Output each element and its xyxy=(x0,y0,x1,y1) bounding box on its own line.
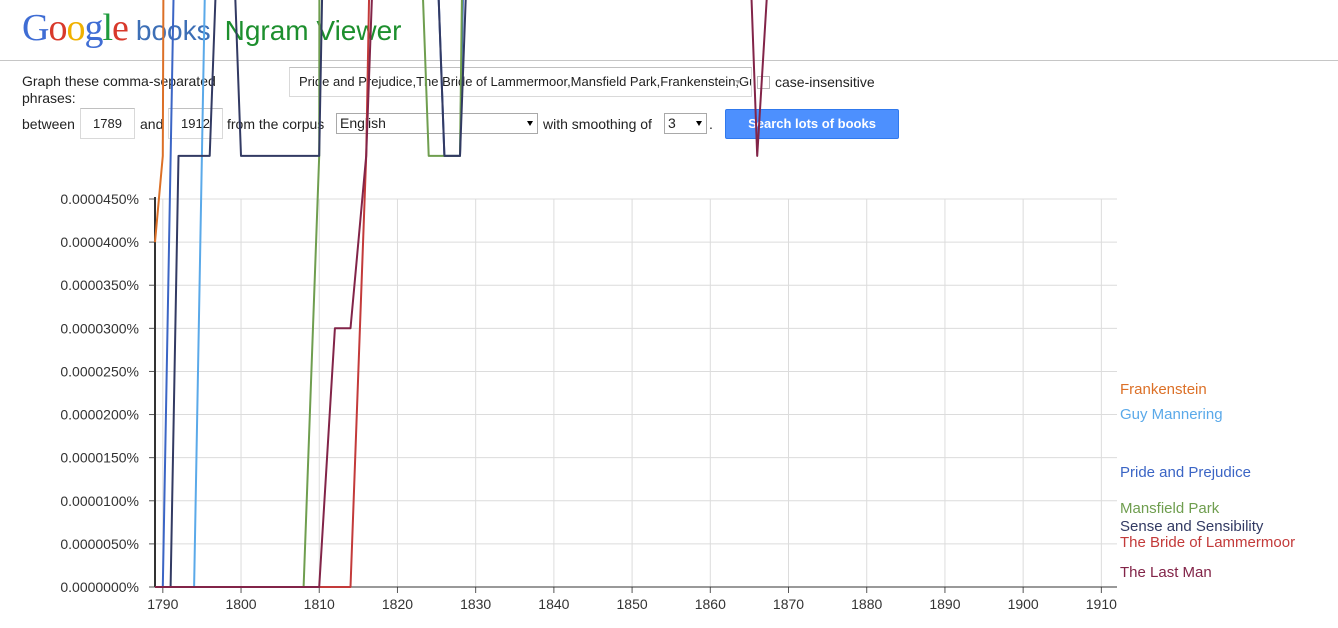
corpus-label: from the corpus xyxy=(227,116,325,132)
x-tick-label: 1810 xyxy=(304,596,335,612)
year-start-input[interactable]: 1789 xyxy=(80,108,135,139)
y-tick-label: 0.0000400% xyxy=(60,234,139,250)
phrases-input-value: Pride and Prejudice,The Bride of Lammerm… xyxy=(299,74,752,89)
logo-google-wordmark: Google xyxy=(22,6,129,50)
search-button[interactable]: Search lots of books xyxy=(725,109,899,139)
x-tick-label: 1820 xyxy=(382,596,413,612)
y-tick-label: 0.0000250% xyxy=(60,363,139,379)
between-label: between xyxy=(22,116,75,132)
logo-letter: l xyxy=(102,7,113,49)
x-tick-label: 1870 xyxy=(773,596,804,612)
series-label-frankenstein: Frankenstein xyxy=(1120,381,1207,398)
x-tick-label: 1890 xyxy=(929,596,960,612)
and-label: and xyxy=(140,116,164,132)
x-tick-label: 1860 xyxy=(695,596,726,612)
form-period: . xyxy=(709,116,713,132)
case-insensitive-label: case-insensitive xyxy=(775,74,875,90)
smoothing-select[interactable]: 3 xyxy=(664,113,707,134)
smoothing-label: with smoothing of xyxy=(543,116,652,132)
corpus-select-value: English xyxy=(340,115,386,131)
x-tick-label: 1900 xyxy=(1008,596,1039,612)
logo-letter: G xyxy=(22,7,49,49)
y-tick-label: 0.0000450% xyxy=(60,191,139,207)
y-tick-label: 0.0000200% xyxy=(60,407,139,423)
corpus-select[interactable]: English xyxy=(336,113,538,134)
series-label-sense-and-sensibility: Sense and Sensibility xyxy=(1120,518,1264,535)
x-tick-label: 1840 xyxy=(538,596,569,612)
y-tick-label: 0.0000000% xyxy=(60,579,139,595)
series-label-the-last-man: The Last Man xyxy=(1120,564,1212,581)
x-tick-label: 1880 xyxy=(851,596,882,612)
series-line-frankenstein xyxy=(154,0,165,243)
series-line-mansfield-park xyxy=(155,0,463,588)
series-line-pride-and-prejudice xyxy=(155,0,464,588)
series-line-guy-mannering xyxy=(155,0,206,588)
series-label-mansfield-park: Mansfield Park xyxy=(1120,500,1220,517)
logo-letter: o xyxy=(48,7,67,49)
select-arrow-icon xyxy=(527,121,533,126)
dropdown-caret-icon xyxy=(735,80,741,84)
series-line-the-bride-of-lammermoor xyxy=(155,0,371,588)
x-tick-label: 1800 xyxy=(225,596,256,612)
smoothing-select-value: 3 xyxy=(668,115,676,131)
logo-letter: g xyxy=(84,7,103,49)
y-tick-label: 0.0000050% xyxy=(60,536,139,552)
x-tick-label: 1910 xyxy=(1086,596,1117,612)
x-tick-label: 1790 xyxy=(147,596,178,612)
y-tick-label: 0.0000150% xyxy=(60,450,139,466)
case-insensitive-checkbox[interactable] xyxy=(757,76,770,89)
header-divider xyxy=(0,60,1338,61)
logo-letter: e xyxy=(112,7,129,49)
series-label-pride-and-prejudice: Pride and Prejudice xyxy=(1120,464,1251,481)
logo-letter: o xyxy=(66,7,85,49)
phrases-input[interactable]: Pride and Prejudice,The Bride of Lammerm… xyxy=(289,67,752,97)
x-tick-label: 1850 xyxy=(617,596,648,612)
series-line-sense-and-sensibility xyxy=(155,0,467,588)
y-tick-label: 0.0000350% xyxy=(60,277,139,293)
y-tick-label: 0.0000300% xyxy=(60,320,139,336)
select-arrow-icon xyxy=(696,121,702,126)
series-line-the-last-man xyxy=(155,0,768,588)
x-tick-label: 1830 xyxy=(460,596,491,612)
y-tick-label: 0.0000100% xyxy=(60,493,139,509)
series-label-the-bride-of-lammermoor: The Bride of Lammermoor xyxy=(1120,534,1295,551)
phrases-label: Graph these comma-separated phrases: xyxy=(22,73,216,106)
series-label-guy-mannering: Guy Mannering xyxy=(1120,406,1223,423)
